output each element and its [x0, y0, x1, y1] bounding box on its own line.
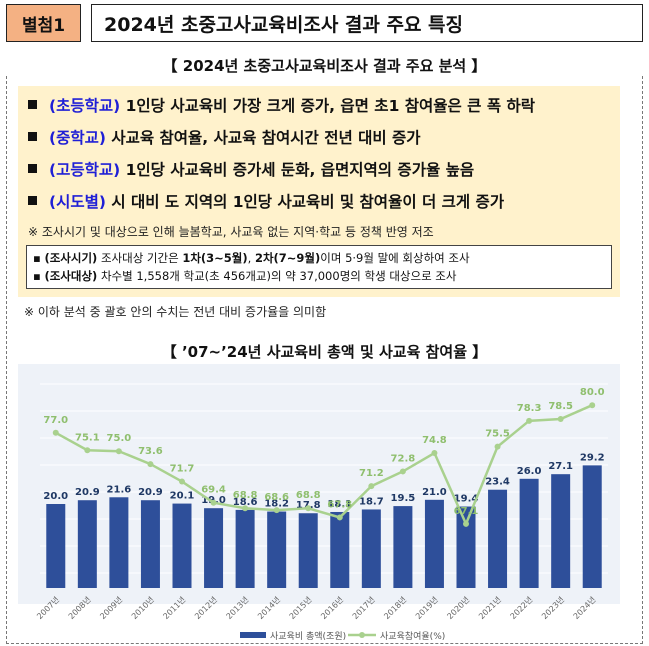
line-value-label: 77.0 — [43, 415, 68, 426]
line-value-label: 71.2 — [359, 468, 384, 479]
line-value-label: 80.0 — [580, 387, 605, 398]
line-value-label: 68.6 — [264, 492, 289, 503]
line-point-2014년 — [273, 507, 280, 514]
bar-value-label: 18.7 — [359, 496, 384, 507]
line-point-2009년 — [115, 448, 122, 455]
line-point-2020년 — [463, 520, 469, 527]
bar-value-label: 20.9 — [138, 487, 163, 498]
bar-value-label: 23.4 — [485, 477, 510, 488]
line-value-label: 72.8 — [391, 453, 416, 464]
bar-2017년 — [361, 509, 381, 588]
bar-2018년 — [393, 506, 413, 588]
bar-value-label: 27.1 — [548, 461, 573, 472]
header: 별첨1 2024년 초중고사교육비조사 결과 주요 특징 — [6, 4, 643, 42]
page-title: 2024년 초중고사교육비조사 결과 주요 특징 — [91, 4, 643, 42]
square-bullet-icon — [28, 196, 37, 205]
bar-2009년 — [109, 497, 129, 588]
chart-svg: 20.020.921.620.920.119.018.618.217.818.1… — [18, 364, 620, 642]
line-point-2023년 — [557, 416, 564, 422]
line-point-2015년 — [305, 505, 312, 512]
analysis-summary-box: (초등학교) 1인당 사교육비 가장 크게 증가, 읍면 초1 참여율은 큰 폭… — [18, 86, 620, 297]
legend-line-marker — [359, 632, 365, 638]
line-point-2017년 — [368, 483, 375, 490]
square-bullet-icon — [28, 100, 37, 109]
bar-value-label: 21.0 — [422, 487, 447, 498]
bullet-high: (고등학교) 1인당 사교육비 증가세 둔화, 읍면지역의 증가율 높음 — [28, 158, 474, 180]
square-bullet-icon — [28, 164, 37, 173]
bar-2023년 — [551, 474, 571, 588]
line-value-label: 68.8 — [296, 490, 321, 501]
bar-2015년 — [298, 513, 318, 588]
line-point-2013년 — [242, 505, 249, 512]
appendix-badge: 별첨1 — [6, 4, 81, 42]
participation-line — [55, 404, 593, 528]
bar-2021년 — [488, 489, 508, 588]
line-point-2018년 — [399, 468, 406, 475]
bar-2013년 — [235, 509, 255, 588]
line-value-label: 73.6 — [138, 446, 163, 457]
bar-value-label: 21.6 — [107, 484, 132, 495]
line-point-2012년 — [210, 499, 217, 506]
line-point-2021년 — [494, 443, 501, 450]
policy-note: ※ 조사시기 및 대상으로 인해 늘봄학교, 사교육 없는 지역·학교 등 정책… — [28, 225, 434, 239]
bar-value-label: 19.5 — [391, 493, 416, 504]
bar-2016년 — [330, 511, 350, 588]
bullet-elementary: (초등학교) 1인당 사교육비 가장 크게 증가, 읍면 초1 참여율은 큰 폭… — [28, 94, 535, 116]
line-point-2007년 — [52, 429, 59, 436]
square-bullet-icon — [28, 132, 37, 141]
survey-info-box: ▪ (조사시기) 조사대상 기간은 1차(3~5월), 2차(7~9월)이며 5… — [26, 245, 612, 289]
legend-bar-label: 사교육비 총액(조원) — [270, 630, 346, 642]
line-value-label: 78.5 — [548, 401, 573, 412]
line-value-label: 68.8 — [233, 490, 258, 501]
bar-value-label: 18.2 — [264, 499, 289, 510]
bar-value-label: 26.0 — [517, 466, 542, 477]
bar-value-label: 29.2 — [580, 452, 605, 463]
survey-target-row: ▪ (조사대상) 차수별 1,558개 학교(초 456개교)의 약 37,00… — [33, 269, 457, 283]
bar-value-label: 18.1 — [327, 499, 352, 510]
bar-2007년 — [46, 504, 66, 588]
bar-2020년 — [456, 506, 476, 588]
line-value-label: 75.0 — [107, 433, 132, 444]
line-point-2008년 — [84, 447, 91, 454]
line-point-2019년 — [431, 450, 438, 457]
chart-title: 【 ’07~’24년 사교육비 총액 및 사교육 참여율 】 — [161, 343, 488, 361]
bar-2010년 — [140, 500, 160, 588]
bar-2011년 — [172, 503, 192, 588]
line-value-label: 78.3 — [517, 403, 542, 414]
bar-value-label: 18.6 — [233, 497, 258, 508]
line-value-label: 75.1 — [75, 432, 100, 443]
bar-value-label: 20.9 — [75, 487, 100, 498]
bar-2008년 — [77, 500, 97, 588]
bar-2022년 — [519, 478, 539, 588]
bar-2024년 — [582, 465, 602, 588]
analysis-title: 【 2024년 초중고사교육비조사 결과 주요 분석 】 — [0, 55, 649, 76]
bullet-middle: (중학교) 사교육 참여율, 사교육 참여시간 전년 대비 증가 — [28, 126, 421, 148]
line-value-label: 67.1 — [454, 506, 479, 517]
bar-value-label: 20.1 — [170, 491, 195, 502]
bar-2014년 — [267, 511, 287, 588]
combo-chart: 20.020.921.620.920.119.018.618.217.818.1… — [18, 364, 620, 644]
ratio-note: ※ 이하 분석 중 괄호 안의 수치는 전년 대비 증가율을 의미함 — [24, 305, 327, 319]
legend-bar-swatch — [240, 632, 266, 638]
line-point-2010년 — [147, 461, 154, 468]
line-point-2022년 — [526, 417, 533, 424]
line-point-2016년 — [336, 514, 343, 521]
line-value-label: 67.8 — [327, 499, 352, 510]
line-value-label: 71.7 — [170, 464, 195, 475]
survey-period-row: ▪ (조사시기) 조사대상 기간은 1차(3~5월), 2차(7~9월)이며 5… — [33, 251, 470, 265]
bullet-region: (시도별) 시 대비 도 지역의 1인당 사교육비 및 참여율이 더 크게 증가 — [28, 190, 504, 212]
line-value-label: 75.5 — [485, 429, 510, 440]
line-value-label: 69.4 — [201, 485, 226, 496]
bar-value-label: 20.0 — [43, 491, 68, 502]
line-point-2011년 — [179, 478, 185, 485]
bar-value-label: 19.4 — [454, 494, 479, 505]
legend-line-label: 사교육참여율(%) — [380, 630, 445, 642]
line-value-label: 74.8 — [422, 435, 447, 446]
bar-2012년 — [204, 508, 224, 588]
line-point-2024년 — [589, 402, 596, 409]
bar-2019년 — [424, 499, 444, 588]
